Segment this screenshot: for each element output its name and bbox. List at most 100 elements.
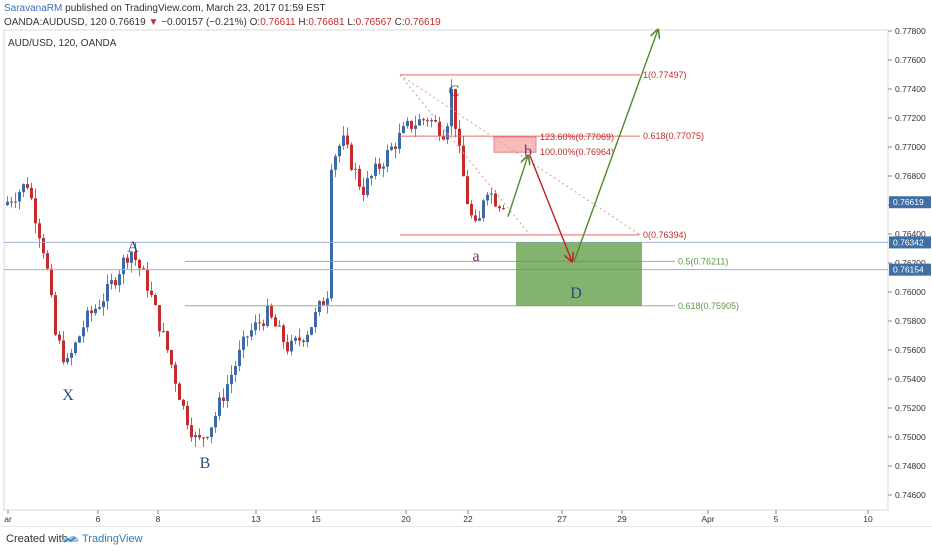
candle-body xyxy=(494,193,497,207)
candle-body xyxy=(14,201,17,203)
fib-level-label: 0.618(0.75905) xyxy=(678,301,739,311)
low-label: L: xyxy=(347,17,356,28)
high-label: H: xyxy=(298,17,309,28)
y-tick-label: 0.76800 xyxy=(895,171,926,181)
candle-body xyxy=(58,334,61,341)
candle-body xyxy=(446,126,449,140)
publish-info: SaravanaRM published on TradingView.com,… xyxy=(4,3,326,14)
y-tick-label: 0.77200 xyxy=(895,113,926,123)
wave-label: B xyxy=(200,455,211,472)
candle-body xyxy=(138,259,141,269)
candle-body xyxy=(454,88,457,129)
high-value: 0.76681 xyxy=(308,17,345,28)
wave-label: a xyxy=(472,248,479,265)
candle-body xyxy=(158,305,161,332)
candle-body xyxy=(250,330,253,337)
candle-body xyxy=(162,331,165,333)
candle-body xyxy=(366,178,369,195)
candle-body xyxy=(482,200,485,219)
candle-body xyxy=(286,342,289,352)
candle-body xyxy=(414,125,417,129)
candle-body xyxy=(74,342,77,354)
candle-body xyxy=(334,156,337,170)
candle-body xyxy=(394,146,397,149)
candle-body xyxy=(66,357,69,363)
author-link[interactable]: SaravanaRM xyxy=(4,3,63,14)
candle-body xyxy=(70,353,73,358)
candle-body xyxy=(42,238,45,254)
candle-body xyxy=(374,163,377,176)
wave-label: C xyxy=(449,83,460,100)
projection-arrow-up xyxy=(507,156,528,217)
candle-body xyxy=(262,323,265,326)
projection-arrow-down xyxy=(529,155,572,262)
wave-label: X xyxy=(62,387,74,404)
candle-body xyxy=(170,350,173,365)
x-tick-label: 10 xyxy=(863,514,873,524)
candle-body xyxy=(386,150,389,167)
y-tick-label: 0.75600 xyxy=(895,345,926,355)
fib-trend-line xyxy=(399,74,641,236)
candle-body xyxy=(214,415,217,428)
candle-body xyxy=(450,88,453,127)
candle-body xyxy=(30,187,33,199)
projection-arrow-up xyxy=(573,30,658,262)
tradingview-brand[interactable]: TradingView xyxy=(82,533,143,545)
candle-body xyxy=(54,295,57,335)
x-tick-label: 6 xyxy=(96,514,101,524)
candle-body xyxy=(38,223,41,239)
candle-body xyxy=(258,322,261,324)
chart-header: SaravanaRM published on TradingView.com,… xyxy=(0,0,932,32)
candle-body xyxy=(178,383,181,400)
candle-body xyxy=(478,218,481,221)
candle-body xyxy=(118,274,121,286)
candle-body xyxy=(426,120,429,122)
candle-body xyxy=(278,325,281,327)
change-value: −0.00157 (−0.21%) xyxy=(161,17,247,28)
y-tick-label: 0.76000 xyxy=(895,287,926,297)
candle-body xyxy=(34,198,37,224)
candle-body xyxy=(78,336,81,343)
y-tick-label: 0.75400 xyxy=(895,374,926,384)
candle-body xyxy=(122,257,125,275)
candle-body xyxy=(82,327,85,337)
candle-body xyxy=(434,120,437,122)
candle-body xyxy=(274,317,277,327)
candle-body xyxy=(462,145,465,177)
candle-body xyxy=(102,301,105,308)
close-value: 0.76619 xyxy=(404,17,441,28)
candle-body xyxy=(46,253,49,269)
candle-body xyxy=(390,146,393,151)
candle-body xyxy=(270,305,273,318)
candle-body xyxy=(86,310,89,328)
fib-retracement-label: 0.618(0.77075) xyxy=(643,131,704,141)
candle-body xyxy=(26,184,29,188)
candle-body xyxy=(202,437,205,439)
candle-body xyxy=(310,327,313,335)
candle-body xyxy=(6,201,9,205)
created-with-text: Created with xyxy=(6,533,68,545)
tradingview-logo-icon xyxy=(62,535,79,543)
candle-body xyxy=(282,325,285,343)
wave-label: A xyxy=(127,239,139,256)
candle-body xyxy=(350,144,353,170)
candle-body xyxy=(22,184,25,193)
x-tick-label: 13 xyxy=(251,514,261,524)
candle-body xyxy=(114,280,117,286)
candle-body xyxy=(146,269,149,291)
y-tick-label: 0.74600 xyxy=(895,490,926,500)
candle-body xyxy=(198,434,201,438)
candle-body xyxy=(130,251,133,263)
y-tick-label: 0.77800 xyxy=(895,26,926,36)
candle-body xyxy=(182,399,185,406)
candle-body xyxy=(50,268,53,296)
price-chart[interactable]: 0.77800 0.77600 0.77400 0.77200 0.77000 0.768… xyxy=(0,0,932,526)
y-tick-label: 0.76400 xyxy=(895,229,926,239)
candle-body xyxy=(62,340,65,363)
candle-body xyxy=(190,425,193,438)
candle-body xyxy=(194,434,197,438)
fib-extension-label: 100.00%(0.76964) xyxy=(540,147,614,157)
candle-body xyxy=(458,128,461,146)
open-value: 0.76611 xyxy=(260,17,296,28)
candle-body xyxy=(290,340,293,352)
